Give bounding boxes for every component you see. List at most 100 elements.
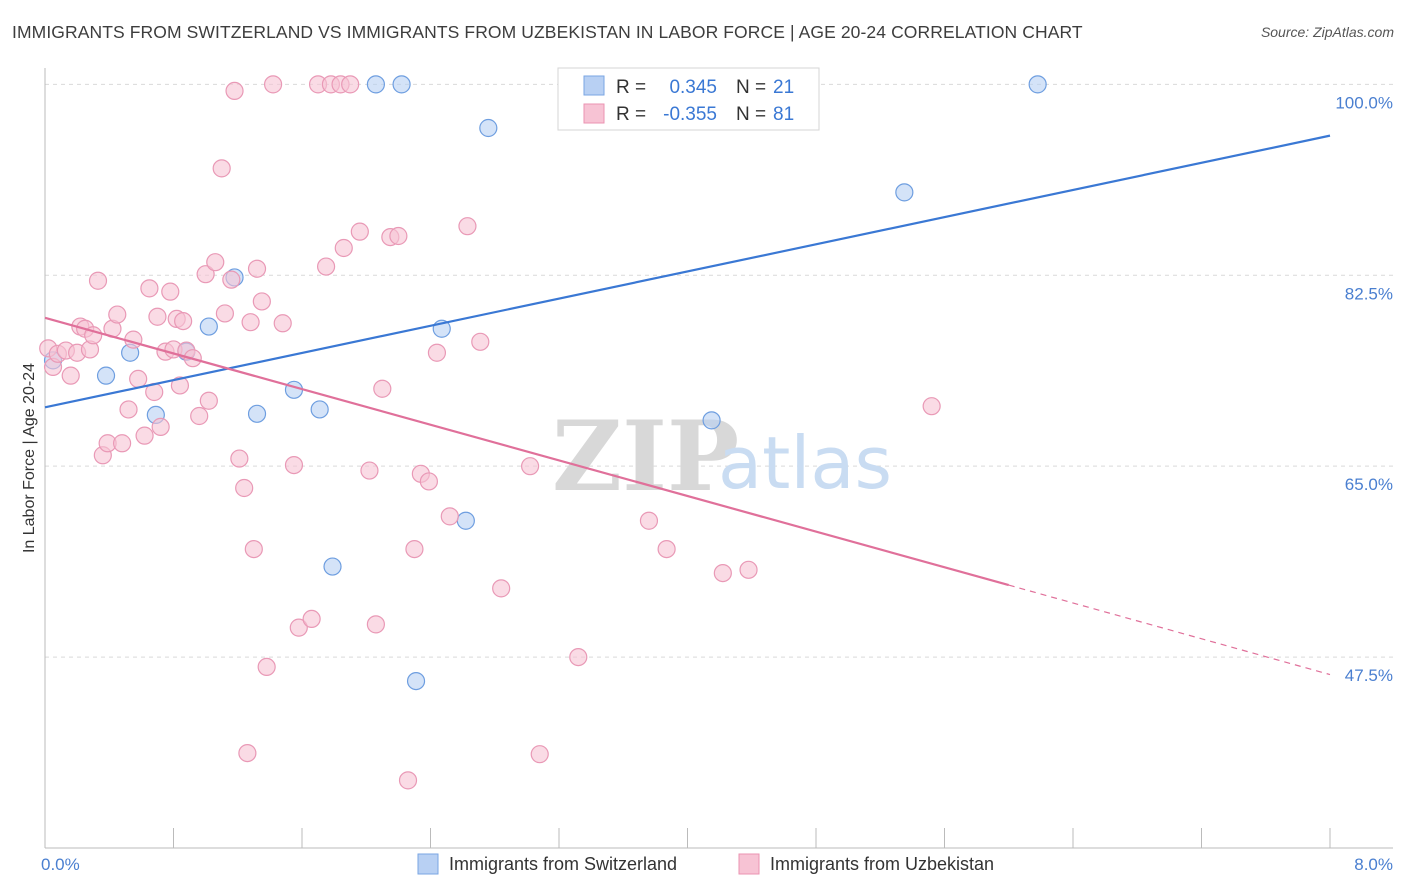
data-point bbox=[235, 478, 254, 498]
data-point bbox=[739, 560, 758, 579]
data-point bbox=[657, 539, 676, 559]
chart-title: IMMIGRANTS FROM SWITZERLAND VS IMMIGRANT… bbox=[12, 22, 1083, 42]
data-point bbox=[895, 183, 914, 202]
x-tick-label: 8.0% bbox=[1354, 855, 1393, 874]
legend-r-value: 0.345 bbox=[669, 77, 717, 98]
y-tick-label: 100.0% bbox=[1335, 93, 1393, 112]
legend-n-value: 21 bbox=[773, 77, 794, 98]
data-point bbox=[244, 539, 263, 559]
data-point bbox=[61, 366, 80, 385]
data-point bbox=[96, 366, 116, 385]
legend-n-label: N = bbox=[736, 104, 766, 125]
legend-n-value: 81 bbox=[773, 104, 794, 125]
bottom-legend-swatch-blue bbox=[417, 853, 439, 875]
legend-r-value: -0.355 bbox=[663, 104, 717, 125]
data-point bbox=[174, 311, 193, 331]
data-point bbox=[373, 379, 392, 398]
legend-r-label: R = bbox=[616, 104, 646, 125]
data-point bbox=[129, 369, 148, 389]
y-axis-label: In Labor Force | Age 20-24 bbox=[21, 363, 38, 553]
data-point bbox=[405, 539, 424, 559]
data-point bbox=[151, 417, 170, 437]
data-point bbox=[212, 159, 231, 178]
data-point bbox=[241, 313, 260, 332]
data-point bbox=[206, 253, 225, 272]
data-point bbox=[713, 563, 732, 583]
legend-n-label: N = bbox=[736, 77, 766, 98]
data-point bbox=[190, 406, 209, 426]
data-point bbox=[492, 579, 511, 598]
data-point bbox=[284, 380, 304, 399]
source-credit: Source: ZipAtlas.com bbox=[1260, 24, 1394, 40]
legend-r-label: R = bbox=[616, 77, 646, 98]
data-point bbox=[289, 618, 308, 637]
trend-line-switzerland bbox=[44, 134, 1331, 409]
data-point bbox=[392, 75, 411, 94]
data-point bbox=[520, 457, 540, 476]
data-point bbox=[334, 238, 353, 258]
data-point bbox=[471, 332, 490, 351]
data-point bbox=[310, 400, 329, 419]
data-point bbox=[199, 391, 218, 410]
data-point bbox=[247, 404, 267, 423]
data-point bbox=[140, 279, 159, 298]
data-point bbox=[458, 217, 477, 236]
data-point bbox=[479, 118, 498, 138]
watermark-atlas: atlas bbox=[718, 421, 892, 505]
data-point bbox=[88, 271, 108, 290]
data-point bbox=[440, 507, 459, 526]
data-point bbox=[341, 75, 360, 94]
data-point bbox=[360, 461, 379, 480]
data-point bbox=[922, 397, 941, 416]
data-point bbox=[135, 426, 154, 445]
data-point bbox=[350, 222, 369, 241]
data-point bbox=[247, 259, 267, 278]
data-point bbox=[419, 472, 438, 491]
data-point bbox=[252, 292, 271, 311]
data-point bbox=[702, 411, 721, 430]
data-point bbox=[222, 270, 241, 289]
data-point bbox=[263, 75, 283, 94]
y-tick-label: 82.5% bbox=[1345, 284, 1393, 303]
data-point bbox=[398, 771, 418, 790]
legend-swatch-pink bbox=[583, 103, 605, 124]
data-point bbox=[119, 400, 138, 419]
trend-line-uzbekistan-extension bbox=[1008, 584, 1331, 676]
data-point bbox=[108, 305, 127, 324]
data-point bbox=[148, 307, 167, 326]
data-point bbox=[1028, 75, 1047, 94]
data-point bbox=[196, 265, 215, 284]
bottom-legend-label: Immigrants from Uzbekistan bbox=[770, 854, 994, 874]
axes bbox=[44, 68, 1393, 849]
data-point bbox=[225, 81, 244, 101]
data-point bbox=[569, 647, 588, 667]
data-point bbox=[230, 449, 249, 468]
data-point bbox=[302, 609, 321, 629]
trend-line-uzbekistan bbox=[44, 316, 1010, 587]
trend-lines bbox=[44, 134, 1331, 676]
tick-labels: 47.5% 65.0% 82.5% 100.0% 0.0% 8.0% bbox=[41, 93, 1393, 874]
data-point bbox=[366, 75, 385, 94]
data-point bbox=[406, 671, 426, 691]
series-legend: Immigrants from Switzerland Immigrants f… bbox=[417, 853, 994, 875]
data-point bbox=[161, 282, 180, 301]
bottom-legend-label: Immigrants from Switzerland bbox=[449, 854, 677, 874]
data-point bbox=[199, 317, 218, 336]
data-point bbox=[316, 257, 336, 276]
stats-legend: R = 0.345 N = 21 R = -0.355 N = 81 bbox=[557, 67, 820, 131]
data-point bbox=[238, 743, 257, 763]
data-point bbox=[530, 745, 549, 764]
data-point bbox=[389, 226, 408, 246]
data-point bbox=[170, 376, 190, 395]
data-point bbox=[366, 615, 385, 634]
data-point bbox=[284, 455, 304, 475]
y-tick-label: 47.5% bbox=[1345, 666, 1393, 685]
bottom-legend-swatch-pink bbox=[738, 853, 760, 875]
y-tick-label: 65.0% bbox=[1345, 475, 1393, 494]
data-point bbox=[427, 343, 447, 362]
data-point bbox=[323, 557, 342, 576]
data-point bbox=[639, 511, 659, 530]
data-point bbox=[273, 314, 292, 333]
series-switzerland-points bbox=[43, 75, 1047, 691]
